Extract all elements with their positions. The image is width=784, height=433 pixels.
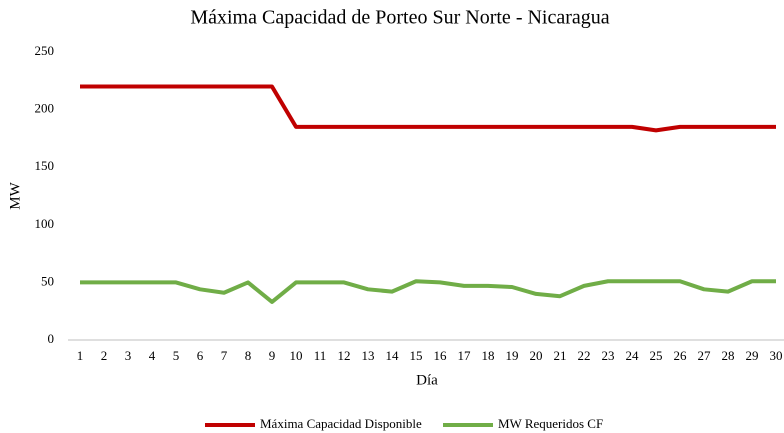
x-tick-label: 13 bbox=[362, 348, 375, 363]
legend-label: MW Requeridos CF bbox=[498, 416, 603, 431]
chart-title: Máxima Capacidad de Porteo Sur Norte - N… bbox=[190, 7, 609, 29]
y-tick-label: 50 bbox=[41, 273, 54, 288]
x-tick-label: 25 bbox=[650, 348, 663, 363]
x-axis-label: Día bbox=[416, 372, 438, 388]
y-tick-label: 0 bbox=[48, 331, 55, 346]
x-tick-label: 19 bbox=[506, 348, 519, 363]
x-tick-label: 21 bbox=[554, 348, 567, 363]
x-tick-label: 16 bbox=[434, 348, 448, 363]
x-tick-label: 15 bbox=[410, 348, 423, 363]
y-tick-label: 150 bbox=[35, 158, 55, 173]
legend-label: Máxima Capacidad Disponible bbox=[260, 416, 422, 431]
x-tick-label: 14 bbox=[386, 348, 400, 363]
series-line bbox=[80, 279, 776, 304]
x-tick-label: 10 bbox=[290, 348, 303, 363]
x-tick-label: 22 bbox=[578, 348, 591, 363]
x-tick-label: 23 bbox=[602, 348, 615, 363]
x-tick-label: 6 bbox=[197, 348, 204, 363]
y-tick-label: 100 bbox=[35, 216, 55, 231]
y-tick-label: 250 bbox=[35, 43, 55, 58]
x-tick-label: 12 bbox=[338, 348, 351, 363]
x-tick-label: 30 bbox=[770, 348, 783, 363]
x-tick-label: 2 bbox=[101, 348, 108, 363]
x-tick-label: 7 bbox=[221, 348, 228, 363]
y-tick-label: 200 bbox=[35, 101, 55, 116]
x-tick-label: 5 bbox=[173, 348, 180, 363]
x-tick-label: 11 bbox=[314, 348, 327, 363]
x-tick-label: 27 bbox=[698, 348, 712, 363]
x-tick-label: 8 bbox=[245, 348, 252, 363]
x-tick-label: 18 bbox=[482, 348, 495, 363]
x-tick-label: 20 bbox=[530, 348, 543, 363]
y-axis-label: MW bbox=[7, 181, 23, 209]
x-tick-label: 3 bbox=[125, 348, 132, 363]
x-tick-label: 4 bbox=[149, 348, 156, 363]
x-tick-label: 9 bbox=[269, 348, 276, 363]
x-tick-label: 28 bbox=[722, 348, 735, 363]
x-tick-label: 26 bbox=[674, 348, 688, 363]
x-tick-label: 17 bbox=[458, 348, 472, 363]
series-line bbox=[80, 84, 776, 133]
x-tick-label: 1 bbox=[77, 348, 84, 363]
x-tick-label: 29 bbox=[746, 348, 759, 363]
x-tick-label: 24 bbox=[626, 348, 640, 363]
